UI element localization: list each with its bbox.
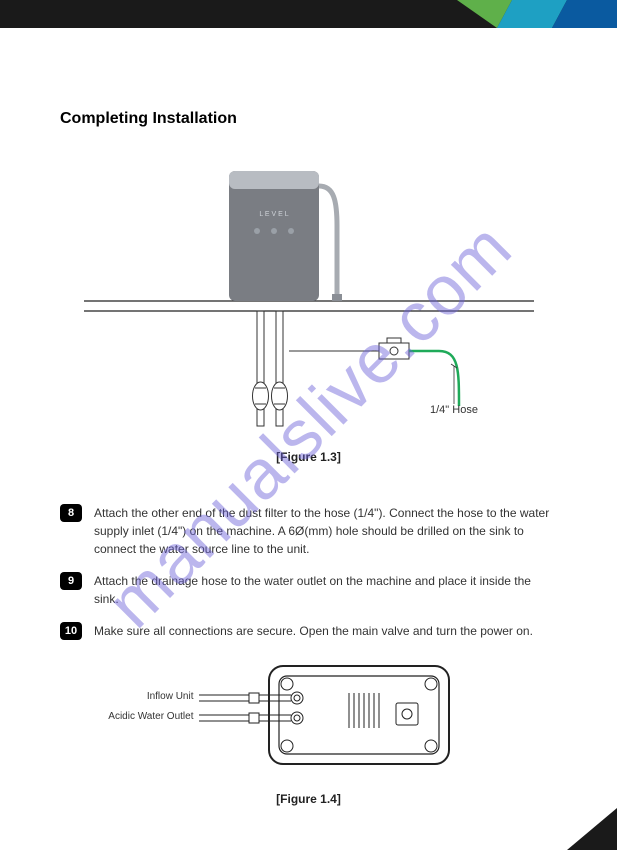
step-10: 10 Make sure all connections are secure.… (60, 622, 557, 640)
figure-1-3: L E V E L (60, 146, 557, 464)
steps-list: 8 Attach the other end of the dust filte… (60, 504, 557, 640)
figure-1-3-caption: [Figure 1.3] (276, 450, 341, 464)
figure-1-4-svg (159, 658, 459, 773)
page-corner (567, 808, 617, 850)
page-content: Completing Installation L E V E L (0, 0, 617, 806)
inflow-label: Inflow Unit (104, 691, 194, 702)
device-display-text: L E V E L (259, 211, 288, 218)
figure-1-4: Inflow Unit Acidic Water Outlet [Figure … (60, 658, 557, 806)
step-number: 8 (60, 504, 82, 522)
step-number: 9 (60, 572, 82, 590)
figure-1-3-svg: L E V E L (79, 146, 539, 436)
step-8: 8 Attach the other end of the dust filte… (60, 504, 557, 558)
step-number: 10 (60, 622, 82, 640)
acidic-label: Acidic Water Outlet (84, 711, 194, 722)
header-accent (457, 0, 617, 28)
figure-1-4-caption: [Figure 1.4] (276, 792, 341, 806)
header-band (0, 0, 617, 28)
step-text: Make sure all connections are secure. Op… (94, 622, 533, 640)
step-text: Attach the other end of the dust filter … (94, 504, 557, 558)
step-9: 9 Attach the drainage hose to the water … (60, 572, 557, 608)
hose-label: 1/4" Hose (430, 404, 478, 416)
step-text: Attach the drainage hose to the water ou… (94, 572, 557, 608)
section-title: Completing Installation (60, 110, 557, 128)
